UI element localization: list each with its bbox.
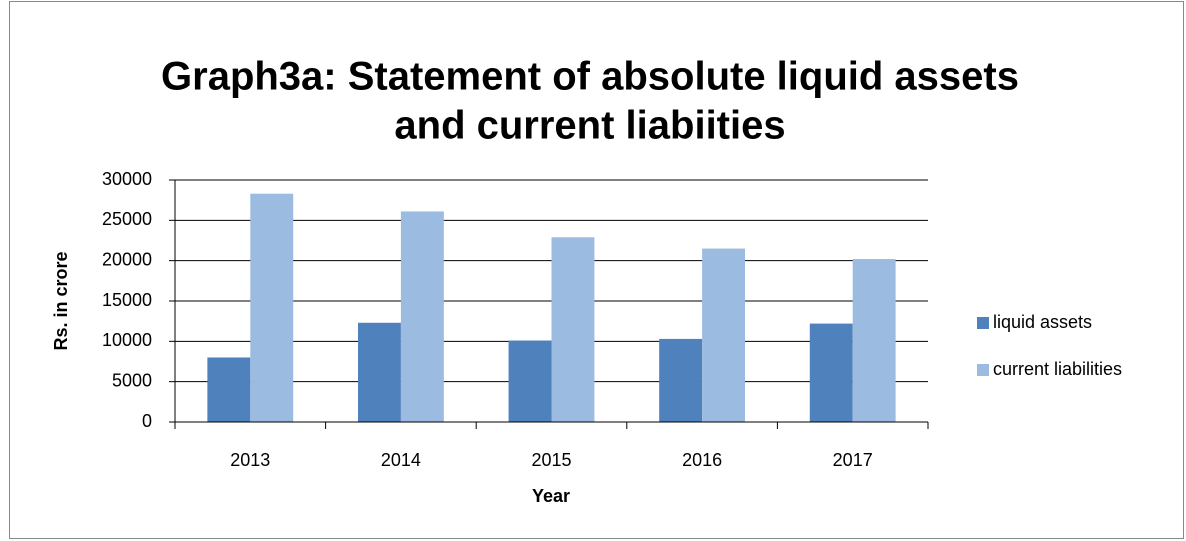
bar bbox=[508, 340, 552, 422]
y-tick-label: 0 bbox=[142, 411, 152, 431]
y-tick-label: 20000 bbox=[102, 249, 152, 269]
y-axis-title: Rs. in crore bbox=[51, 251, 71, 350]
x-tick-label: 2013 bbox=[230, 450, 270, 470]
y-tick-label: 15000 bbox=[102, 290, 152, 310]
x-axis-title: Year bbox=[532, 486, 570, 506]
x-tick-label: 2015 bbox=[531, 450, 571, 470]
bar bbox=[659, 338, 703, 422]
legend-label: current liabilities bbox=[993, 359, 1122, 379]
bar bbox=[400, 211, 444, 422]
x-tick-label: 2017 bbox=[833, 450, 873, 470]
x-tick-label: 2016 bbox=[682, 450, 722, 470]
bar bbox=[852, 259, 896, 422]
bar bbox=[702, 248, 746, 422]
bar bbox=[551, 237, 595, 422]
bar bbox=[357, 322, 401, 422]
chart-frame bbox=[9, 1, 1184, 539]
y-tick-label: 25000 bbox=[102, 209, 152, 229]
chart-title: Graph3a: Statement of absolute liquid as… bbox=[161, 55, 1019, 99]
bar bbox=[207, 357, 251, 422]
legend-label: liquid assets bbox=[993, 312, 1092, 332]
bar bbox=[250, 193, 294, 422]
legend-swatch bbox=[977, 364, 989, 376]
y-tick-label: 30000 bbox=[102, 169, 152, 189]
y-tick-label: 5000 bbox=[112, 370, 152, 390]
legend-swatch bbox=[977, 317, 989, 329]
x-tick-label: 2014 bbox=[381, 450, 421, 470]
chart-title: and current liabiities bbox=[394, 104, 785, 148]
bar bbox=[809, 323, 853, 422]
y-tick-label: 10000 bbox=[102, 330, 152, 350]
